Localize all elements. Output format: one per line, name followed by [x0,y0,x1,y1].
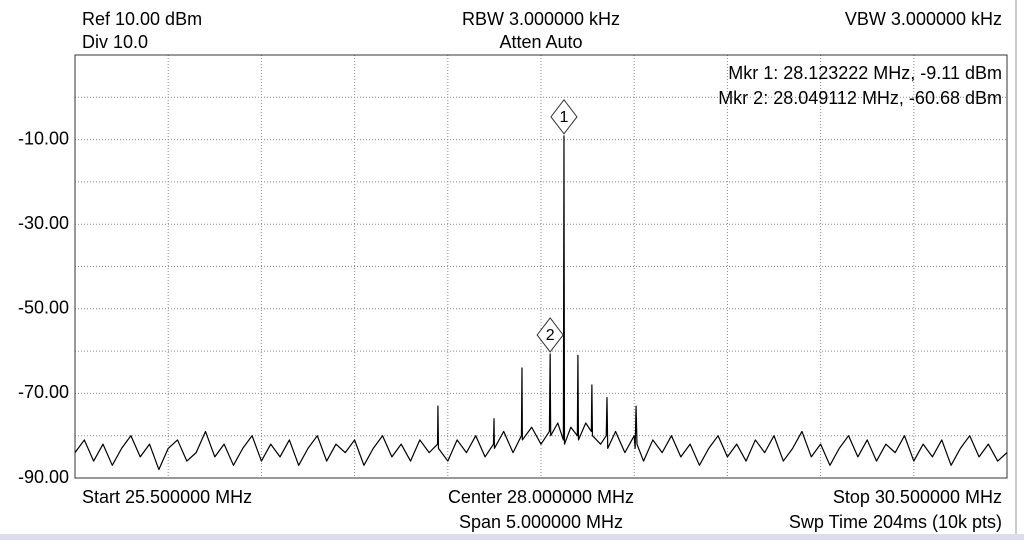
trace [74,135,1008,471]
vbw: VBW 3.000000 kHz [845,9,1002,29]
plot-frame [74,54,1008,479]
marker-label: 1 [560,109,569,126]
marker-readout: Mkr 2: 28.049112 MHz, -60.68 dBm [718,88,1002,108]
bottom-strip [0,534,1024,540]
y-tick-label: -30.00 [18,213,69,233]
y-tick-label: -70.00 [18,382,69,402]
start-freq: Start 25.500000 MHz [82,487,252,507]
ref-level: Ref 10.00 dBm [82,9,202,29]
div-setting: Div 10.0 [82,32,148,52]
span: Span 5.000000 MHz [459,512,623,532]
marker-diamond [550,99,578,135]
y-tick-label: -50.00 [18,298,69,318]
marker-readout: Mkr 1: 28.123222 MHz, -9.11 dBm [728,63,1002,83]
sweep-time: Swp Time 204ms (10k pts) [789,512,1002,532]
center-freq: Center 28.000000 MHz [448,487,634,507]
stop-freq: Stop 30.500000 MHz [833,487,1002,507]
y-tick-label: -90.00 [18,467,69,487]
rbw: RBW 3.000000 kHz [462,9,620,29]
marker-label: 2 [546,327,555,344]
y-tick-label: -10.00 [18,128,69,148]
marker-diamond [536,317,564,353]
atten: Atten Auto [499,32,582,52]
